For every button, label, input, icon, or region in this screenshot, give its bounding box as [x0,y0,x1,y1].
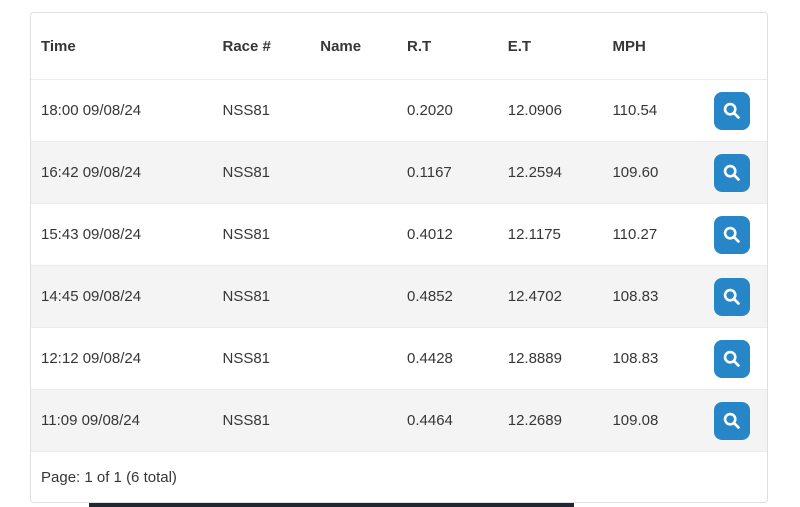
table-row: 11:09 09/08/24 NSS81 0.4464 12.2689 109.… [31,390,767,452]
column-header-time: Time [41,37,76,55]
view-run-button[interactable] [714,215,751,254]
search-icon [723,164,740,181]
view-run-button[interactable] [714,401,751,440]
bottom-edge-bar [89,503,574,507]
cell-rt: 0.4012 [407,226,453,243]
results-table-card: Time Race # Name R.T E.T MPH 18:00 09/08… [30,12,768,503]
cell-mph: 108.83 [612,288,659,305]
pagination-label: Page: 1 of 1 (6 total) [41,468,177,486]
search-icon [723,102,740,119]
cell-rt: 0.4464 [407,412,453,429]
search-icon [723,288,740,305]
cell-rt: 0.1167 [407,164,452,181]
view-run-button[interactable] [714,339,751,378]
cell-mph: 109.08 [612,412,659,429]
cell-mph: 109.60 [612,164,659,181]
cell-et: 12.4702 [507,288,562,305]
table-row: 15:43 09/08/24 NSS81 0.4012 12.1175 110.… [31,204,767,266]
pagination-bar: Page: 1 of 1 (6 total) [31,452,767,502]
cell-time: 12:12 09/08/24 [41,350,142,367]
cell-rt: 0.2020 [407,102,453,119]
cell-et: 12.8889 [507,350,562,367]
search-icon [723,226,740,243]
cell-time: 14:45 09/08/24 [41,288,142,305]
view-run-button[interactable] [714,91,751,130]
cell-mph: 108.83 [612,350,659,367]
column-header-mph: MPH [612,37,646,55]
table-row: 18:00 09/08/24 NSS81 0.2020 12.0906 110.… [31,80,767,142]
table-header-row: Time Race # Name R.T E.T MPH [31,13,767,80]
cell-rt: 0.4428 [407,350,453,367]
view-run-button[interactable] [714,277,751,316]
cell-race-number: NSS81 [222,412,271,429]
cell-time: 16:42 09/08/24 [41,164,142,181]
search-icon [723,412,740,429]
column-header-rt: R.T [407,37,432,55]
cell-rt: 0.4852 [407,288,453,305]
cell-time: 11:09 09/08/24 [41,412,140,429]
cell-race-number: NSS81 [222,102,271,119]
column-header-et: E.T [507,37,532,55]
cell-et: 12.2689 [507,412,562,429]
cell-mph: 110.27 [612,226,658,243]
cell-race-number: NSS81 [222,288,271,305]
column-header-name: Name [320,37,362,55]
cell-time: 18:00 09/08/24 [41,102,142,119]
cell-et: 12.0906 [507,102,562,119]
table-row: 12:12 09/08/24 NSS81 0.4428 12.8889 108.… [31,328,767,390]
table-row: 16:42 09/08/24 NSS81 0.1167 12.2594 109.… [31,142,767,204]
cell-mph: 110.54 [612,102,658,119]
view-run-button[interactable] [714,153,751,192]
table-row: 14:45 09/08/24 NSS81 0.4852 12.4702 108.… [31,266,767,328]
cell-race-number: NSS81 [222,226,271,243]
cell-et: 12.1175 [507,226,561,243]
column-header-race-number: Race # [222,37,271,55]
cell-race-number: NSS81 [222,350,271,367]
search-icon [723,350,740,367]
cell-race-number: NSS81 [222,164,271,181]
cell-et: 12.2594 [507,164,562,181]
cell-time: 15:43 09/08/24 [41,226,142,243]
